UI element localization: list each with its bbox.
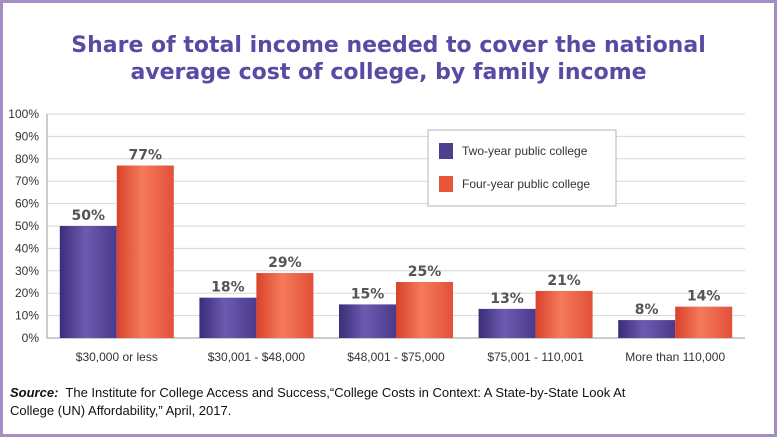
data-label: 77% [129,148,163,164]
legend-swatch-two-year [439,143,453,159]
data-label: 8% [635,302,659,318]
y-tick-label: 80% [15,152,39,166]
y-tick-label: 70% [15,174,39,188]
bar-four-year [116,165,174,338]
x-tick-label: $48,001 - $75,000 [347,350,445,364]
data-label: 21% [547,273,581,289]
data-label: 18% [211,280,245,296]
bar-four-year [256,273,314,338]
y-tick-label: 0% [22,331,40,345]
x-tick-label: More than 110,000 [625,350,725,364]
bar-four-year [535,290,593,338]
chart-title: Share of total income needed to cover th… [0,32,777,86]
y-tick-label: 30% [15,264,39,278]
data-label: 14% [687,289,721,305]
bar-four-year [396,282,453,338]
y-tick-label: 60% [15,197,39,211]
data-label: 29% [268,255,302,271]
bar-two-year [339,304,396,338]
bar-two-year [59,226,117,338]
chart-title-line-2: average cost of college, by family incom… [130,60,647,85]
x-tick-label: $30,001 - $48,000 [208,350,306,364]
source-text: The Institute for College Access and Suc… [10,385,626,418]
legend-label: Two-year public college [462,144,588,158]
y-tick-label: 40% [15,241,39,255]
chart-title-line-1: Share of total income needed to cover th… [71,33,706,58]
data-label: 15% [351,286,385,302]
y-tick-label: 100% [8,107,39,121]
y-tick-label: 90% [15,129,39,143]
data-label: 25% [408,264,442,280]
bar-two-year [478,308,536,338]
bar-two-year [199,297,257,338]
legend-box [427,129,617,207]
y-tick-label: 10% [15,309,39,323]
x-tick-label: $30,000 or less [76,350,158,364]
source-note: Source: The Institute for College Access… [10,384,630,420]
data-label: 50% [72,208,106,224]
data-label: 13% [490,291,524,307]
source-label: Source: [10,385,59,400]
y-tick-label: 50% [15,219,39,233]
y-tick-label: 20% [15,286,39,300]
legend-label: Four-year public college [462,177,590,191]
legend-swatch-four-year [439,176,453,192]
x-tick-label: $75,001 - 110,001 [487,350,584,364]
bar-four-year [675,306,733,338]
bar-two-year [618,320,676,338]
